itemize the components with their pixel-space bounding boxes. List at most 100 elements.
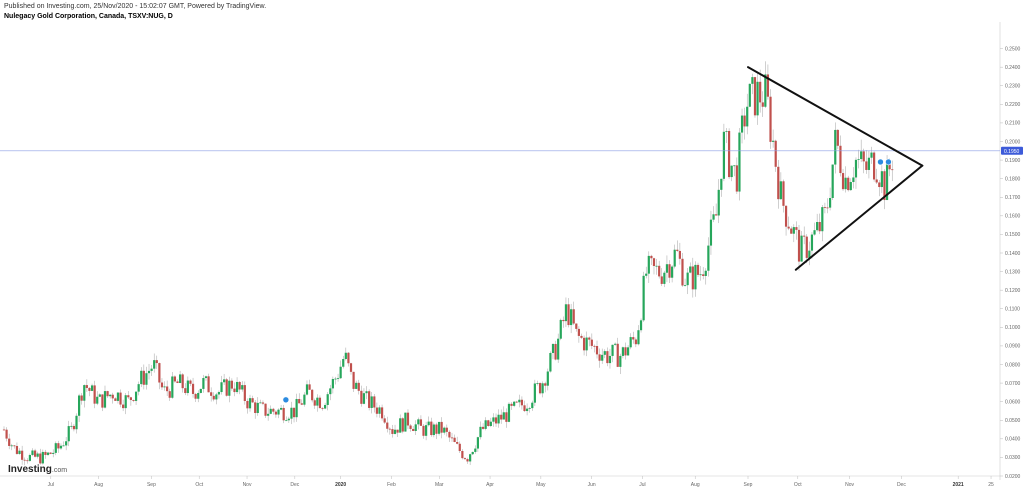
candle-body [880, 171, 883, 188]
candle-body [13, 445, 16, 447]
candle-body [298, 398, 301, 404]
grid-layer [0, 22, 1001, 480]
candle-body [650, 255, 653, 259]
candle-body [523, 405, 526, 412]
candle-body [318, 397, 322, 409]
x-tick-label: Mar [435, 482, 444, 488]
candle-body [313, 400, 316, 406]
candle-body [220, 382, 223, 393]
candle-body [106, 391, 109, 397]
candle-body [419, 419, 423, 426]
candle-body [93, 385, 96, 404]
candle-body [430, 421, 433, 436]
candle-body [645, 273, 648, 276]
candle-body [562, 319, 565, 322]
candle-body [691, 266, 694, 290]
candle-body [489, 421, 492, 426]
candle-body [505, 412, 508, 422]
triangle-trendline [747, 66, 924, 167]
x-tick-label: May [536, 482, 546, 488]
candle-body [435, 424, 438, 434]
candle-body [352, 371, 355, 389]
candle-body [18, 450, 21, 454]
event-marker [877, 158, 884, 166]
candle-body [383, 418, 386, 423]
candle-body [445, 427, 448, 432]
candle-body [717, 189, 720, 216]
candle-body [184, 388, 187, 394]
candle-body [712, 214, 715, 220]
y-tick-label: 0.0600 [1005, 399, 1021, 405]
candle-body [10, 445, 13, 447]
candle-body [230, 380, 233, 389]
y-tick-label: 0.1500 [1005, 232, 1021, 238]
candle-body [388, 428, 391, 430]
candle-body [476, 437, 479, 449]
candle-body [425, 425, 428, 436]
candle-body [163, 386, 166, 388]
event-marker [282, 396, 290, 404]
candle-body [243, 385, 246, 401]
candle-body [601, 354, 604, 361]
x-tick-label: Sep [147, 482, 156, 488]
candle-body [412, 428, 415, 431]
candle-body [619, 355, 622, 367]
candle-body [96, 396, 99, 404]
candle-body [342, 359, 345, 367]
candle-body [52, 452, 55, 454]
y-tick-label: 0.0500 [1005, 418, 1021, 424]
candle-body [751, 77, 754, 84]
candle-body [432, 424, 435, 436]
candle-body [564, 304, 568, 322]
candle-body [727, 130, 731, 178]
current-price-badge [1001, 146, 1023, 155]
candle-body [740, 115, 744, 133]
candle-body [813, 230, 816, 235]
candle-body [228, 380, 231, 396]
candle-body [437, 421, 441, 434]
candle-body [329, 388, 332, 395]
candle-body [614, 343, 617, 345]
candle-body [261, 402, 265, 404]
candle-body [448, 431, 451, 438]
y-tick-label: 0.1900 [1005, 158, 1021, 164]
candle-body [570, 309, 573, 326]
candle-body [427, 421, 430, 426]
candle-body [821, 207, 824, 232]
candle-body [21, 450, 24, 460]
candle-body [481, 426, 485, 429]
candle-body [608, 355, 612, 364]
y-tick-label: 0.0800 [1005, 362, 1021, 368]
candle-body [204, 376, 208, 379]
y-tick-label: 0.2500 [1005, 46, 1021, 52]
candle-body [368, 391, 371, 408]
y-tick-label: 0.1600 [1005, 214, 1021, 220]
candle-body [191, 383, 195, 394]
candle-body [733, 165, 736, 167]
candle-body [370, 396, 373, 408]
candle-body [502, 412, 505, 420]
x-tick-label: Dec [897, 482, 906, 488]
candle-body [378, 407, 381, 414]
x-tick-label: Feb [387, 482, 396, 488]
candle-body [375, 407, 379, 414]
logo-suffix: .com [51, 467, 68, 474]
candle-body [109, 394, 112, 397]
y-tick-label: 0.2000 [1005, 139, 1021, 145]
candle-body [194, 393, 197, 399]
candle-body [756, 81, 759, 116]
x-tick-label: Oct [195, 482, 203, 488]
candle-body [746, 106, 749, 127]
y-tick-label: 0.1400 [1005, 251, 1021, 257]
candle-body [124, 395, 127, 409]
candle-body [655, 265, 658, 267]
candle-body [181, 374, 184, 389]
candle-body [686, 272, 689, 286]
candle-body [15, 445, 19, 454]
candle-body [391, 429, 394, 434]
candle-body [282, 407, 285, 421]
candle-body [458, 443, 461, 452]
candle-body [217, 392, 221, 395]
candle-body [554, 343, 557, 360]
